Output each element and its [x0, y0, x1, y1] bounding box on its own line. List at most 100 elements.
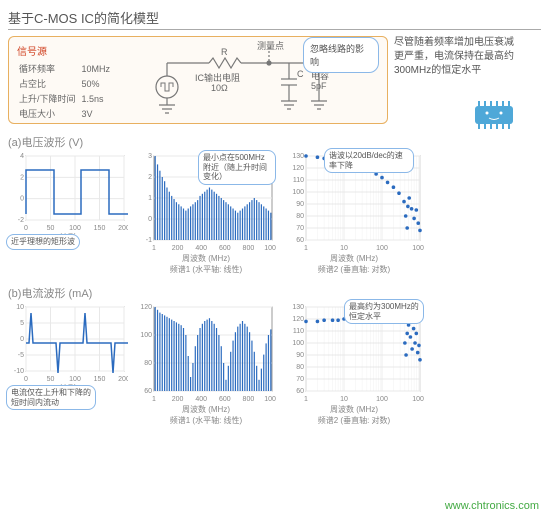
svg-text:150: 150 [94, 376, 106, 383]
svg-text:0: 0 [20, 196, 24, 203]
measure-point-label: 测量点 [257, 39, 284, 52]
chart-a1-balloon: 近乎理想的矩形波 [6, 234, 80, 250]
chart-a3-cap: 频谱2 (垂直轴: 对数) [318, 264, 390, 275]
svg-text:-2: -2 [18, 217, 24, 224]
chart-a1: -2024050100150200 [8, 152, 128, 232]
svg-text:3: 3 [148, 153, 152, 160]
svg-text:150: 150 [94, 225, 106, 232]
svg-text:200: 200 [118, 376, 128, 383]
svg-text:100: 100 [376, 245, 388, 252]
chart-b3-box: 607080901001101201301101001000 周波数 (MHz)… [284, 303, 424, 426]
row-b: -10-50510050100150200 波形 电流仅在上升和下降的短时间内流… [8, 303, 541, 426]
svg-text:800: 800 [243, 245, 255, 252]
svg-text:50: 50 [47, 225, 55, 232]
chart-a2-xl: 周波数 (MHz) [182, 253, 230, 264]
param-val: 10MHz [82, 62, 115, 75]
svg-text:0: 0 [24, 225, 28, 232]
svg-text:100: 100 [376, 396, 388, 403]
svg-text:200: 200 [172, 396, 184, 403]
svg-text:5: 5 [20, 320, 24, 327]
chart-b2-xl: 周波数 (MHz) [182, 404, 230, 415]
svg-text:1000: 1000 [264, 396, 276, 403]
svg-text:1: 1 [152, 396, 156, 403]
svg-text:1: 1 [304, 396, 308, 403]
svg-text:80: 80 [296, 364, 304, 371]
param-key: 电压大小 [19, 107, 80, 120]
svg-text:120: 120 [292, 316, 304, 323]
svg-text:-5: -5 [18, 352, 24, 359]
svg-text:100: 100 [292, 189, 304, 196]
svg-text:-1: -1 [146, 237, 152, 244]
svg-text:400: 400 [195, 245, 207, 252]
svg-text:120: 120 [140, 304, 152, 311]
chart-b2-cap: 频谱1 (水平轴: 线性) [170, 415, 242, 426]
chart-a3-balloon: 谐波以20dB/dec的速率下降 [324, 148, 414, 173]
svg-text:70: 70 [296, 376, 304, 383]
svg-text:70: 70 [296, 225, 304, 232]
svg-text:4: 4 [20, 153, 24, 160]
param-key: 上升/下降时间 [19, 92, 80, 105]
signal-source-table: 循环频率10MHz占空比50%上升/下降时间1.5ns电压大小3V [17, 60, 116, 122]
chart-a2-cap: 频谱1 (水平轴: 线性) [170, 264, 242, 275]
param-key: 占空比 [19, 77, 80, 90]
r-desc2: 10Ω [211, 83, 228, 93]
watermark: www.chtronics.com [445, 500, 539, 512]
svg-text:600: 600 [219, 245, 231, 252]
svg-text:110: 110 [293, 177, 304, 184]
chart-a1-box: -2024050100150200 波形 近乎理想的矩形波 [8, 152, 128, 243]
chart-b3-balloon: 最高约为300MHz的恒定水平 [344, 299, 424, 324]
svg-text:1: 1 [304, 245, 308, 252]
svg-text:100: 100 [69, 376, 81, 383]
c-label: C [297, 69, 304, 79]
page-title: 基于C-MOS IC的简化模型 [8, 8, 541, 30]
svg-text:10: 10 [340, 396, 348, 403]
section-b-label: (b)电流波形 (mA) [8, 285, 541, 301]
row-a: -2024050100150200 波形 近乎理想的矩形波 -101231200… [8, 152, 541, 275]
signal-source-block: 信号源 循环频率10MHz占空比50%上升/下降时间1.5ns电压大小3V [17, 43, 129, 117]
ignore-balloon: 忽略线路的影响 [303, 37, 379, 73]
chart-b1-box: -10-50510050100150200 波形 电流仅在上升和下降的短时间内流… [8, 303, 128, 394]
svg-text:100: 100 [69, 225, 81, 232]
chart-a2-balloon: 最小点在500MHz附近（随上升时间变化） [198, 150, 276, 185]
svg-text:-10: -10 [14, 368, 24, 375]
svg-text:90: 90 [296, 352, 304, 359]
chip-icon [469, 100, 519, 130]
signal-source-header: 信号源 [17, 43, 129, 58]
param-val: 1.5ns [82, 92, 115, 105]
svg-text:1000: 1000 [412, 396, 424, 403]
svg-text:130: 130 [292, 304, 304, 311]
chart-b1-balloon: 电流仅在上升和下降的短时间内流动 [6, 385, 96, 410]
svg-text:130: 130 [292, 153, 304, 160]
svg-text:800: 800 [243, 396, 255, 403]
param-key: 循环频率 [19, 62, 80, 75]
svg-text:100: 100 [292, 340, 304, 347]
svg-text:60: 60 [296, 237, 304, 244]
chart-b3-xl: 周波数 (MHz) [330, 404, 378, 415]
svg-text:1: 1 [148, 195, 152, 202]
svg-text:100: 100 [140, 332, 152, 339]
svg-text:400: 400 [195, 396, 207, 403]
c-desc2: 5pF [311, 81, 327, 91]
circuit-diagram: 测量点 R IC输出电阻 10Ω C 电容 5pF 忽略线路的影响 [139, 43, 379, 117]
svg-text:110: 110 [293, 328, 304, 335]
svg-text:60: 60 [296, 388, 304, 395]
svg-text:10: 10 [16, 304, 24, 311]
svg-text:90: 90 [296, 201, 304, 208]
svg-text:10: 10 [340, 245, 348, 252]
svg-text:1: 1 [152, 245, 156, 252]
chart-a3-box: 607080901001101201301101001000 周波数 (MHz)… [284, 152, 424, 275]
param-val: 50% [82, 77, 115, 90]
param-val: 3V [82, 107, 115, 120]
svg-text:80: 80 [144, 360, 152, 367]
svg-text:80: 80 [296, 213, 304, 220]
model-box: 信号源 循环频率10MHz占空比50%上升/下降时间1.5ns电压大小3V [8, 36, 388, 124]
svg-text:200: 200 [118, 225, 128, 232]
chart-b2-box: 608010012012004006008001000 周波数 (MHz) 频谱… [136, 303, 276, 426]
section-a-label: (a)电压波形 (V) [8, 134, 541, 150]
svg-text:60: 60 [144, 388, 152, 395]
svg-text:1000: 1000 [412, 245, 424, 252]
svg-text:120: 120 [292, 165, 304, 172]
svg-text:0: 0 [148, 216, 152, 223]
svg-text:50: 50 [47, 376, 55, 383]
svg-text:2: 2 [20, 174, 24, 181]
